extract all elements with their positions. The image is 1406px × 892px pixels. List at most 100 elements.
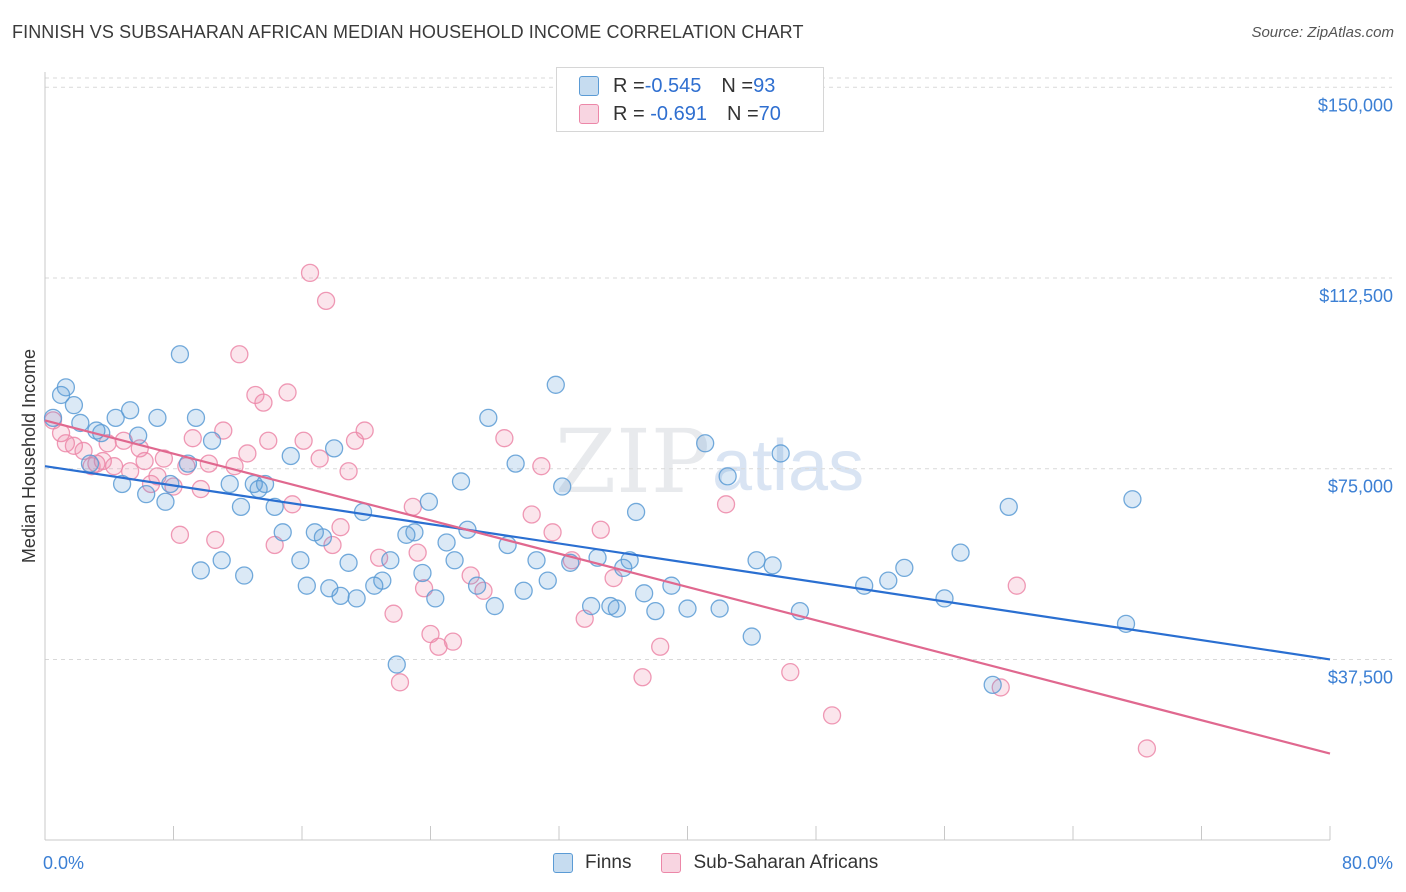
data-point-finns <box>696 434 715 453</box>
data-point-africans <box>716 495 736 514</box>
correlation-legend: R = -0.545 N = 93 R = -0.691 N = 70 <box>556 67 824 132</box>
data-point-finns <box>191 561 210 580</box>
legend-swatch-finns <box>579 76 599 96</box>
data-point-africans <box>64 436 84 455</box>
data-point-finns <box>1123 490 1142 509</box>
data-point-finns <box>445 551 464 570</box>
series-label-africans: Sub-Saharan Africans <box>693 852 879 873</box>
data-point-finns <box>202 431 222 450</box>
data-point-finns <box>120 401 140 420</box>
legend-row-finns: R = -0.545 N = 93 <box>579 74 775 98</box>
y-tick-label: $37,500 <box>1328 667 1393 687</box>
data-point-finns <box>506 454 525 473</box>
data-point-finns <box>479 408 498 428</box>
data-point-africans <box>206 530 225 550</box>
data-point-finns <box>381 551 400 570</box>
data-point-finns <box>437 533 456 552</box>
data-point-africans <box>522 505 541 524</box>
watermark-zip: ZIP <box>555 410 710 513</box>
data-point-africans <box>390 673 410 692</box>
data-point-africans <box>183 429 202 448</box>
legend-n-value-finns: 93 <box>753 74 776 97</box>
data-point-finns <box>387 655 406 674</box>
watermark-atlas: atlas <box>712 426 864 506</box>
series-legend-finns: Finns <box>553 852 631 874</box>
data-point-finns <box>742 627 761 646</box>
data-point-finns <box>106 408 125 428</box>
y-tick-label: $112,500 <box>1319 286 1393 306</box>
data-point-finns <box>895 558 914 578</box>
data-point-africans <box>633 668 652 687</box>
legend-r-label-africans: R = <box>613 102 645 125</box>
data-point-finns <box>347 589 366 608</box>
data-point-finns <box>771 444 790 463</box>
legend-r-label-finns: R = <box>613 74 645 97</box>
data-point-finns <box>581 596 601 616</box>
legend-n-label-finns: N = <box>721 74 754 97</box>
data-point-finns <box>620 551 639 570</box>
data-point-africans <box>781 663 800 682</box>
data-point-africans <box>104 457 124 476</box>
data-point-finns <box>129 426 148 445</box>
y-axis-title: Median Household Income <box>19 349 39 563</box>
data-point-finns <box>514 581 533 600</box>
data-point-africans <box>461 566 480 585</box>
x-tick-label-min: 0.0% <box>43 853 84 873</box>
data-point-africans <box>135 451 154 471</box>
data-point-finns <box>546 375 565 394</box>
data-point-africans <box>294 431 313 450</box>
data-point-finns <box>186 408 206 428</box>
data-point-finns <box>426 589 445 608</box>
data-point-finns <box>747 551 766 570</box>
data-point-africans <box>1007 576 1026 595</box>
legend-n-label-africans: N = <box>726 102 759 125</box>
data-point-africans <box>1137 739 1157 758</box>
trend-line-africans <box>44 419 1331 755</box>
data-point-africans <box>238 444 257 463</box>
chart-title: FINNISH VS SUBSAHARAN AFRICAN MEDIAN HOU… <box>12 22 804 42</box>
data-point-finns <box>339 553 358 572</box>
data-point-finns <box>235 566 254 585</box>
data-point-africans <box>170 525 190 544</box>
data-point-finns <box>170 345 190 364</box>
data-point-finns <box>718 467 737 486</box>
data-point-africans <box>403 497 422 517</box>
data-point-finns <box>763 556 782 575</box>
data-point-finns <box>983 675 1002 695</box>
data-point-finns <box>265 497 284 517</box>
data-point-africans <box>214 421 233 440</box>
data-point-finns <box>951 543 970 562</box>
data-point-africans <box>384 604 403 623</box>
series-legend: Finns Sub-Saharan Africans <box>553 852 908 874</box>
data-point-africans <box>230 345 249 364</box>
data-point-africans <box>316 291 336 311</box>
data-point-finns <box>419 492 439 511</box>
data-point-finns <box>662 576 681 595</box>
data-point-finns <box>451 472 471 491</box>
data-point-africans <box>339 462 358 481</box>
data-point-finns <box>255 474 275 494</box>
data-point-finns <box>634 584 654 603</box>
data-point-finns <box>626 502 646 522</box>
chart-source: Source: ZipAtlas.com <box>1251 24 1394 41</box>
data-point-africans <box>532 457 551 476</box>
data-point-finns <box>413 563 432 583</box>
series-legend-africans: Sub-Saharan Africans <box>661 852 878 874</box>
legend-row-africans: R = -0.691 N = 70 <box>579 102 781 126</box>
y-tick-label: $75,000 <box>1328 477 1393 497</box>
data-point-finns <box>678 599 697 618</box>
data-point-finns <box>281 446 300 466</box>
data-point-finns <box>331 586 350 606</box>
data-point-africans <box>543 523 562 542</box>
data-point-africans <box>259 431 278 450</box>
data-point-finns <box>935 589 954 608</box>
data-point-africans <box>369 548 389 567</box>
data-point-africans <box>414 579 434 598</box>
data-point-finns <box>373 571 392 590</box>
data-point-finns <box>148 408 167 428</box>
data-point-africans <box>355 421 374 440</box>
data-point-finns <box>538 571 557 590</box>
data-point-finns <box>156 492 175 511</box>
data-point-finns <box>485 596 504 616</box>
